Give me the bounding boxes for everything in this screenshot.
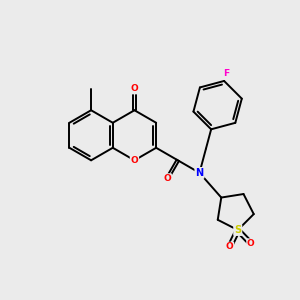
Text: O: O xyxy=(163,174,171,183)
Text: N: N xyxy=(195,168,203,178)
Text: O: O xyxy=(226,242,233,251)
Text: F: F xyxy=(223,69,229,78)
Text: O: O xyxy=(163,174,171,183)
Text: O: O xyxy=(130,156,138,165)
Text: O: O xyxy=(130,85,138,94)
Text: S: S xyxy=(234,225,242,235)
Text: N: N xyxy=(195,168,203,178)
Text: O: O xyxy=(247,239,255,248)
Text: F: F xyxy=(223,69,229,78)
Text: O: O xyxy=(130,156,138,165)
Text: O: O xyxy=(130,85,138,94)
Text: S: S xyxy=(234,225,242,235)
